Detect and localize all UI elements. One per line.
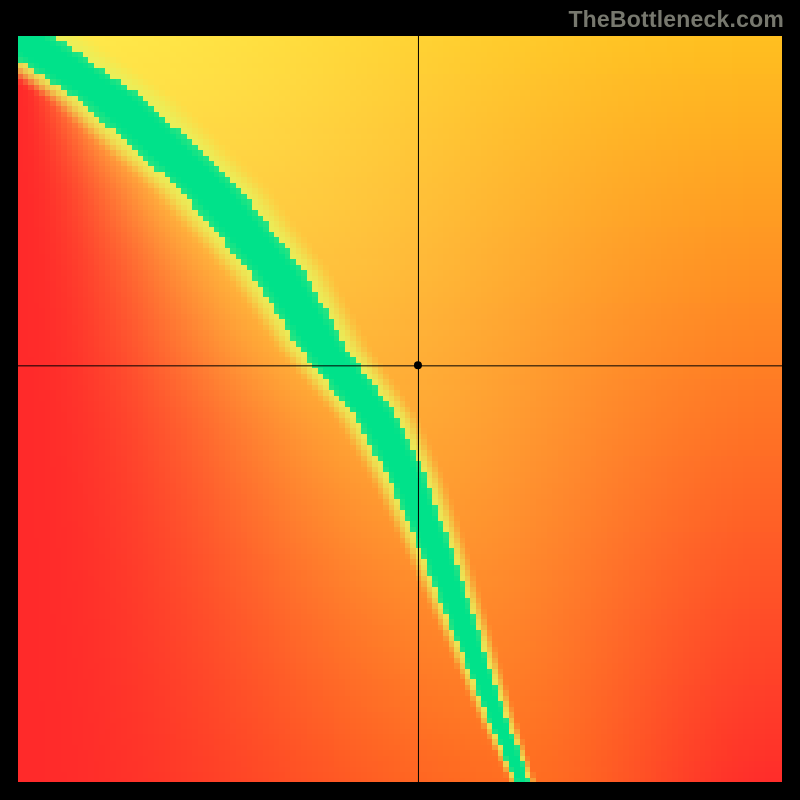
bottleneck-heatmap xyxy=(18,36,782,782)
watermark-text: TheBottleneck.com xyxy=(568,6,784,33)
